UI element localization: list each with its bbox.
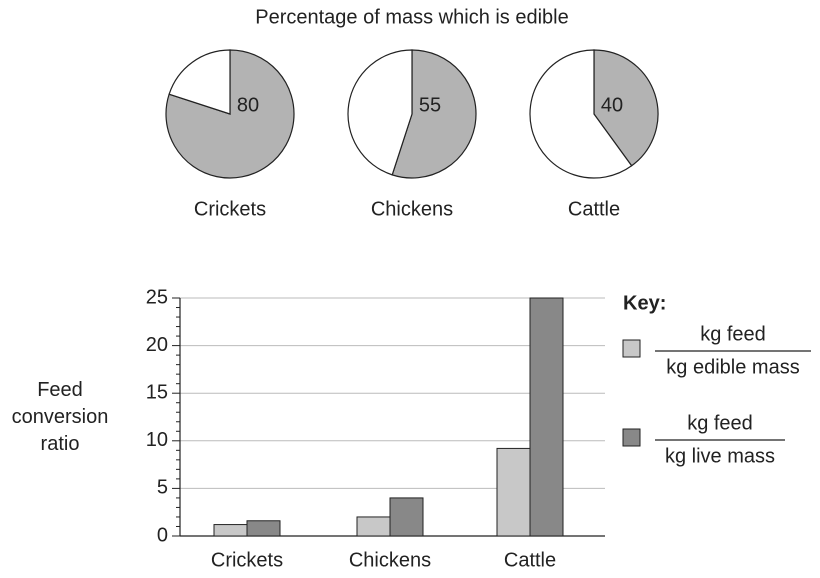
x-tick-label: Crickets [211, 549, 283, 571]
pie-slice [165, 49, 295, 179]
legend-numerator: kg feed [700, 323, 766, 345]
y-tick-label: 0 [157, 524, 168, 546]
y-tick-label: 25 [146, 286, 168, 308]
legend-denominator: kg live mass [665, 445, 775, 467]
legend-title: Key: [623, 292, 666, 314]
pie-value-label: 40 [601, 94, 623, 116]
y-tick-label: 15 [146, 381, 168, 403]
pie-label: Chickens [371, 198, 453, 220]
pie-label: Cattle [568, 198, 620, 220]
y-axis-label-line: Feed [37, 379, 83, 401]
bar [529, 297, 564, 537]
pie-value-label: 80 [237, 94, 259, 116]
legend-numerator: kg feed [687, 412, 753, 434]
bar [496, 447, 531, 537]
y-tick-label: 5 [157, 477, 168, 499]
pie-slice [529, 49, 633, 179]
pie-label: Crickets [194, 198, 266, 220]
y-tick-label: 20 [146, 334, 168, 356]
y-axis-label: Feed conversion ratio [12, 379, 109, 455]
y-axis-label-line: conversion [12, 406, 109, 428]
bar [356, 516, 391, 537]
y-tick-label: 10 [146, 429, 168, 451]
pie-title: Percentage of mass which is edible [255, 6, 569, 28]
pie-slice [593, 49, 659, 167]
x-tick-label: Chickens [349, 549, 431, 571]
x-tick-label: Cattle [504, 549, 556, 571]
y-axis-label-line: ratio [41, 433, 80, 455]
bar [213, 524, 248, 537]
legend-swatch [622, 339, 641, 358]
legend-denominator: kg edible mass [666, 356, 799, 378]
bar [246, 520, 281, 537]
bar [389, 497, 424, 537]
legend-swatch [622, 428, 641, 447]
pie-value-label: 55 [419, 94, 441, 116]
pie-slice [347, 49, 413, 176]
pie-slice [391, 49, 477, 179]
pie-slice [168, 49, 231, 115]
